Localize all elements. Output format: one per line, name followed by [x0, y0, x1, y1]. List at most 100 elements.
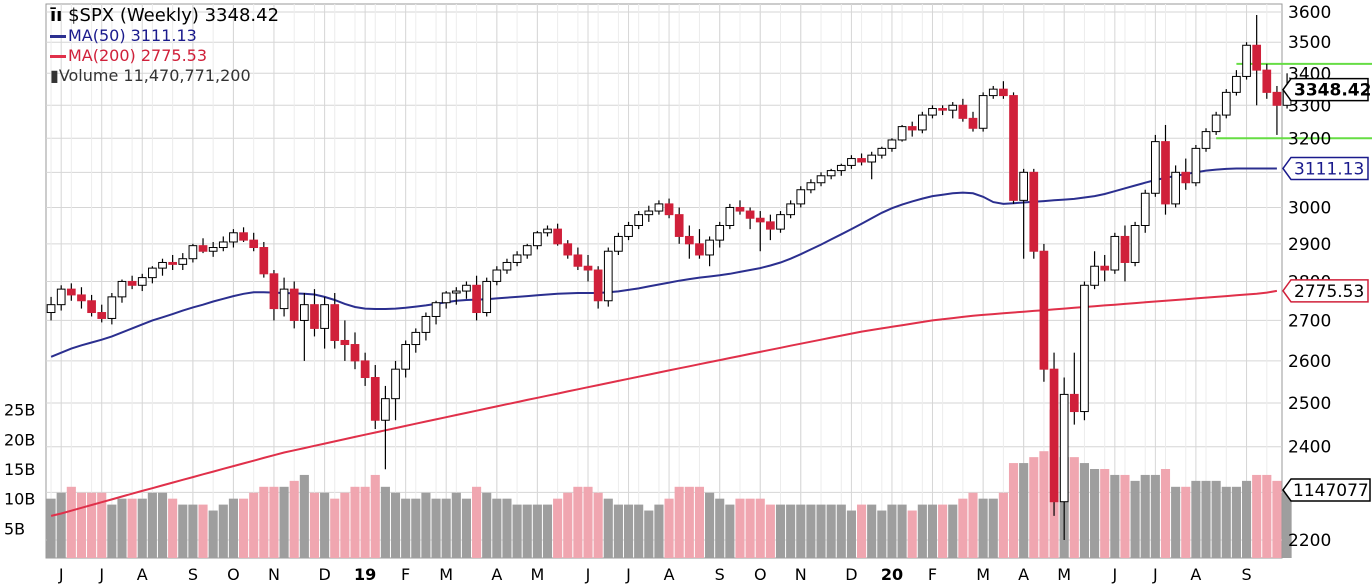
- volume-bar: [644, 510, 654, 558]
- candle-body: [826, 170, 836, 177]
- x-tick-label: S: [715, 565, 725, 584]
- candle-body: [1120, 235, 1130, 263]
- candle-body: [502, 261, 512, 271]
- legend-title-text: $SPX (Weekly) 3348.42: [68, 5, 280, 26]
- value-tag-label: 2775.53: [1294, 282, 1364, 302]
- volume-bar: [654, 504, 664, 558]
- volume-bar: [208, 510, 218, 558]
- volume-tick-label: 5B: [4, 519, 25, 538]
- volume-bar: [988, 498, 998, 558]
- volume-bar: [198, 504, 208, 558]
- x-tick-label: J: [98, 565, 104, 584]
- volume-bar: [46, 498, 56, 558]
- candle-body: [46, 304, 56, 314]
- price-tick-label: 3500: [1288, 33, 1331, 53]
- volume-bar: [431, 498, 441, 558]
- volume-bar: [796, 504, 806, 558]
- x-tick-label: M: [439, 565, 453, 584]
- ma200-line: [50, 289, 1278, 517]
- candle-body: [279, 288, 289, 310]
- candle-body: [218, 241, 228, 249]
- volume-bar: [249, 492, 259, 558]
- candle-body: [887, 139, 897, 149]
- volume-bar: [887, 504, 897, 558]
- x-tick-label: A: [1190, 565, 1201, 584]
- candle-body: [1181, 171, 1191, 184]
- candle-body: [624, 224, 633, 237]
- volume-bar: [775, 504, 786, 558]
- volume-bar: [684, 486, 694, 558]
- candle-body: [735, 206, 745, 212]
- volume-bar: [309, 492, 320, 558]
- candle-body: [715, 224, 725, 241]
- candle-body: [1009, 95, 1018, 201]
- candle-body: [289, 288, 299, 321]
- volume-bar: [1019, 463, 1029, 558]
- volume-tick-label: 15B: [4, 460, 35, 479]
- volume-bar: [492, 498, 502, 558]
- volume-bar: [76, 492, 87, 558]
- candle-body: [77, 294, 86, 302]
- volume-bar: [1272, 480, 1282, 558]
- candle-body: [533, 232, 542, 247]
- candle-body: [1100, 265, 1110, 271]
- candle-body: [1029, 171, 1039, 252]
- candle-body: [674, 214, 684, 237]
- volume-bar: [168, 498, 178, 558]
- candle-body: [938, 108, 947, 111]
- volume-bar: [472, 486, 482, 558]
- volume-bar: [1039, 451, 1049, 558]
- candle-body: [857, 158, 866, 163]
- volume-bar: [127, 498, 137, 558]
- volume-bar: [583, 486, 593, 558]
- volume-bar: [502, 498, 512, 558]
- candle-body: [1262, 69, 1272, 93]
- volume-bar: [1120, 474, 1130, 558]
- candle-body: [117, 280, 127, 298]
- candle-body: [360, 360, 370, 379]
- volume-bar: [350, 486, 360, 558]
- candle-body: [1232, 75, 1241, 93]
- volume-bar: [289, 480, 299, 558]
- volume-bar: [238, 498, 249, 558]
- volume-bar: [563, 492, 573, 558]
- volume-value-tag: [1282, 478, 1371, 502]
- candle-body: [1019, 171, 1029, 201]
- volume-bar: [674, 486, 684, 558]
- volume-bar: [421, 492, 431, 558]
- candle-body: [299, 304, 309, 321]
- value-tag: [1282, 279, 1369, 303]
- candle-body: [350, 344, 360, 362]
- volume-bar: [694, 486, 705, 558]
- volume-bar: [836, 504, 846, 558]
- candle-body: [543, 228, 552, 234]
- volume-bar: [1231, 486, 1241, 558]
- volume-bar: [390, 492, 401, 558]
- candle-body: [208, 247, 218, 252]
- x-tick-label: M: [976, 565, 990, 584]
- volume-bar: [613, 504, 623, 558]
- candle-body: [877, 147, 887, 156]
- candle-body: [1201, 131, 1211, 149]
- volume-bars-icon: ▮: [50, 66, 59, 85]
- candle-body: [381, 398, 390, 421]
- candle-body: [928, 108, 937, 116]
- legend-volume: ▮Volume 11,470,771,200: [50, 66, 279, 86]
- volume-bar: [1241, 480, 1252, 558]
- candle-body: [229, 232, 238, 243]
- ma50-line: [50, 167, 1277, 358]
- volume-bar: [482, 492, 492, 558]
- candle-body: [907, 126, 917, 131]
- x-tick-label: M: [1057, 565, 1071, 584]
- volume-bar: [897, 504, 907, 558]
- volume-bar: [917, 504, 927, 558]
- volume-bar: [512, 504, 522, 558]
- volume-bar: [340, 492, 350, 558]
- x-tick-label: J: [1152, 565, 1158, 584]
- legend-volume-text: Volume 11,470,771,200: [58, 66, 251, 85]
- volume-value-tag-label: 1147077: [1293, 481, 1369, 501]
- candle-body: [310, 304, 319, 329]
- x-tick-label: 19: [354, 565, 376, 584]
- volume-bar: [330, 498, 340, 558]
